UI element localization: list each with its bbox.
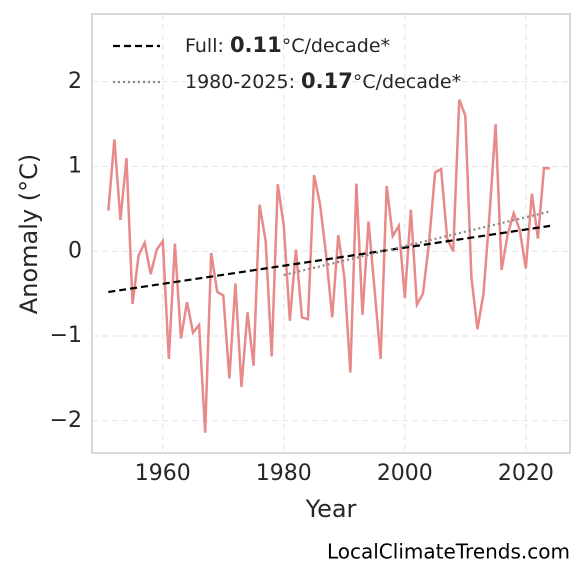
trend-line	[283, 210, 551, 277]
y-tick-label: 0	[68, 238, 82, 263]
x-axis-label: Year	[305, 495, 357, 523]
x-tick-label: 1960	[135, 461, 191, 486]
y-axis-label: Anomaly (°C)	[15, 154, 43, 314]
plot-frame	[91, 13, 571, 454]
legend-label: 1980-2025: 0.17°C/decade*	[185, 69, 461, 93]
y-tick-label: −2	[50, 408, 82, 433]
legend-prefix: 1980-2025:	[185, 71, 301, 93]
legend-suffix: °C/decade*	[353, 71, 461, 93]
watermark: LocalClimateTrends.com	[327, 540, 570, 564]
legend-label: Full: 0.11°C/decade*	[185, 33, 390, 57]
x-tick-label: 2020	[498, 461, 554, 486]
y-tick-label: −1	[50, 323, 82, 348]
data-line	[107, 99, 551, 433]
trend-line	[108, 224, 551, 294]
y-tick-label: 2	[68, 69, 82, 94]
legend-rate: 0.11	[230, 33, 282, 57]
legend-rate: 0.17	[301, 69, 353, 93]
x-tick-label: 2000	[377, 461, 433, 486]
legend-suffix: °C/decade*	[282, 35, 390, 57]
x-tick-label: 1980	[256, 461, 312, 486]
y-tick-label: 1	[68, 154, 82, 179]
legend-prefix: Full:	[185, 35, 230, 57]
